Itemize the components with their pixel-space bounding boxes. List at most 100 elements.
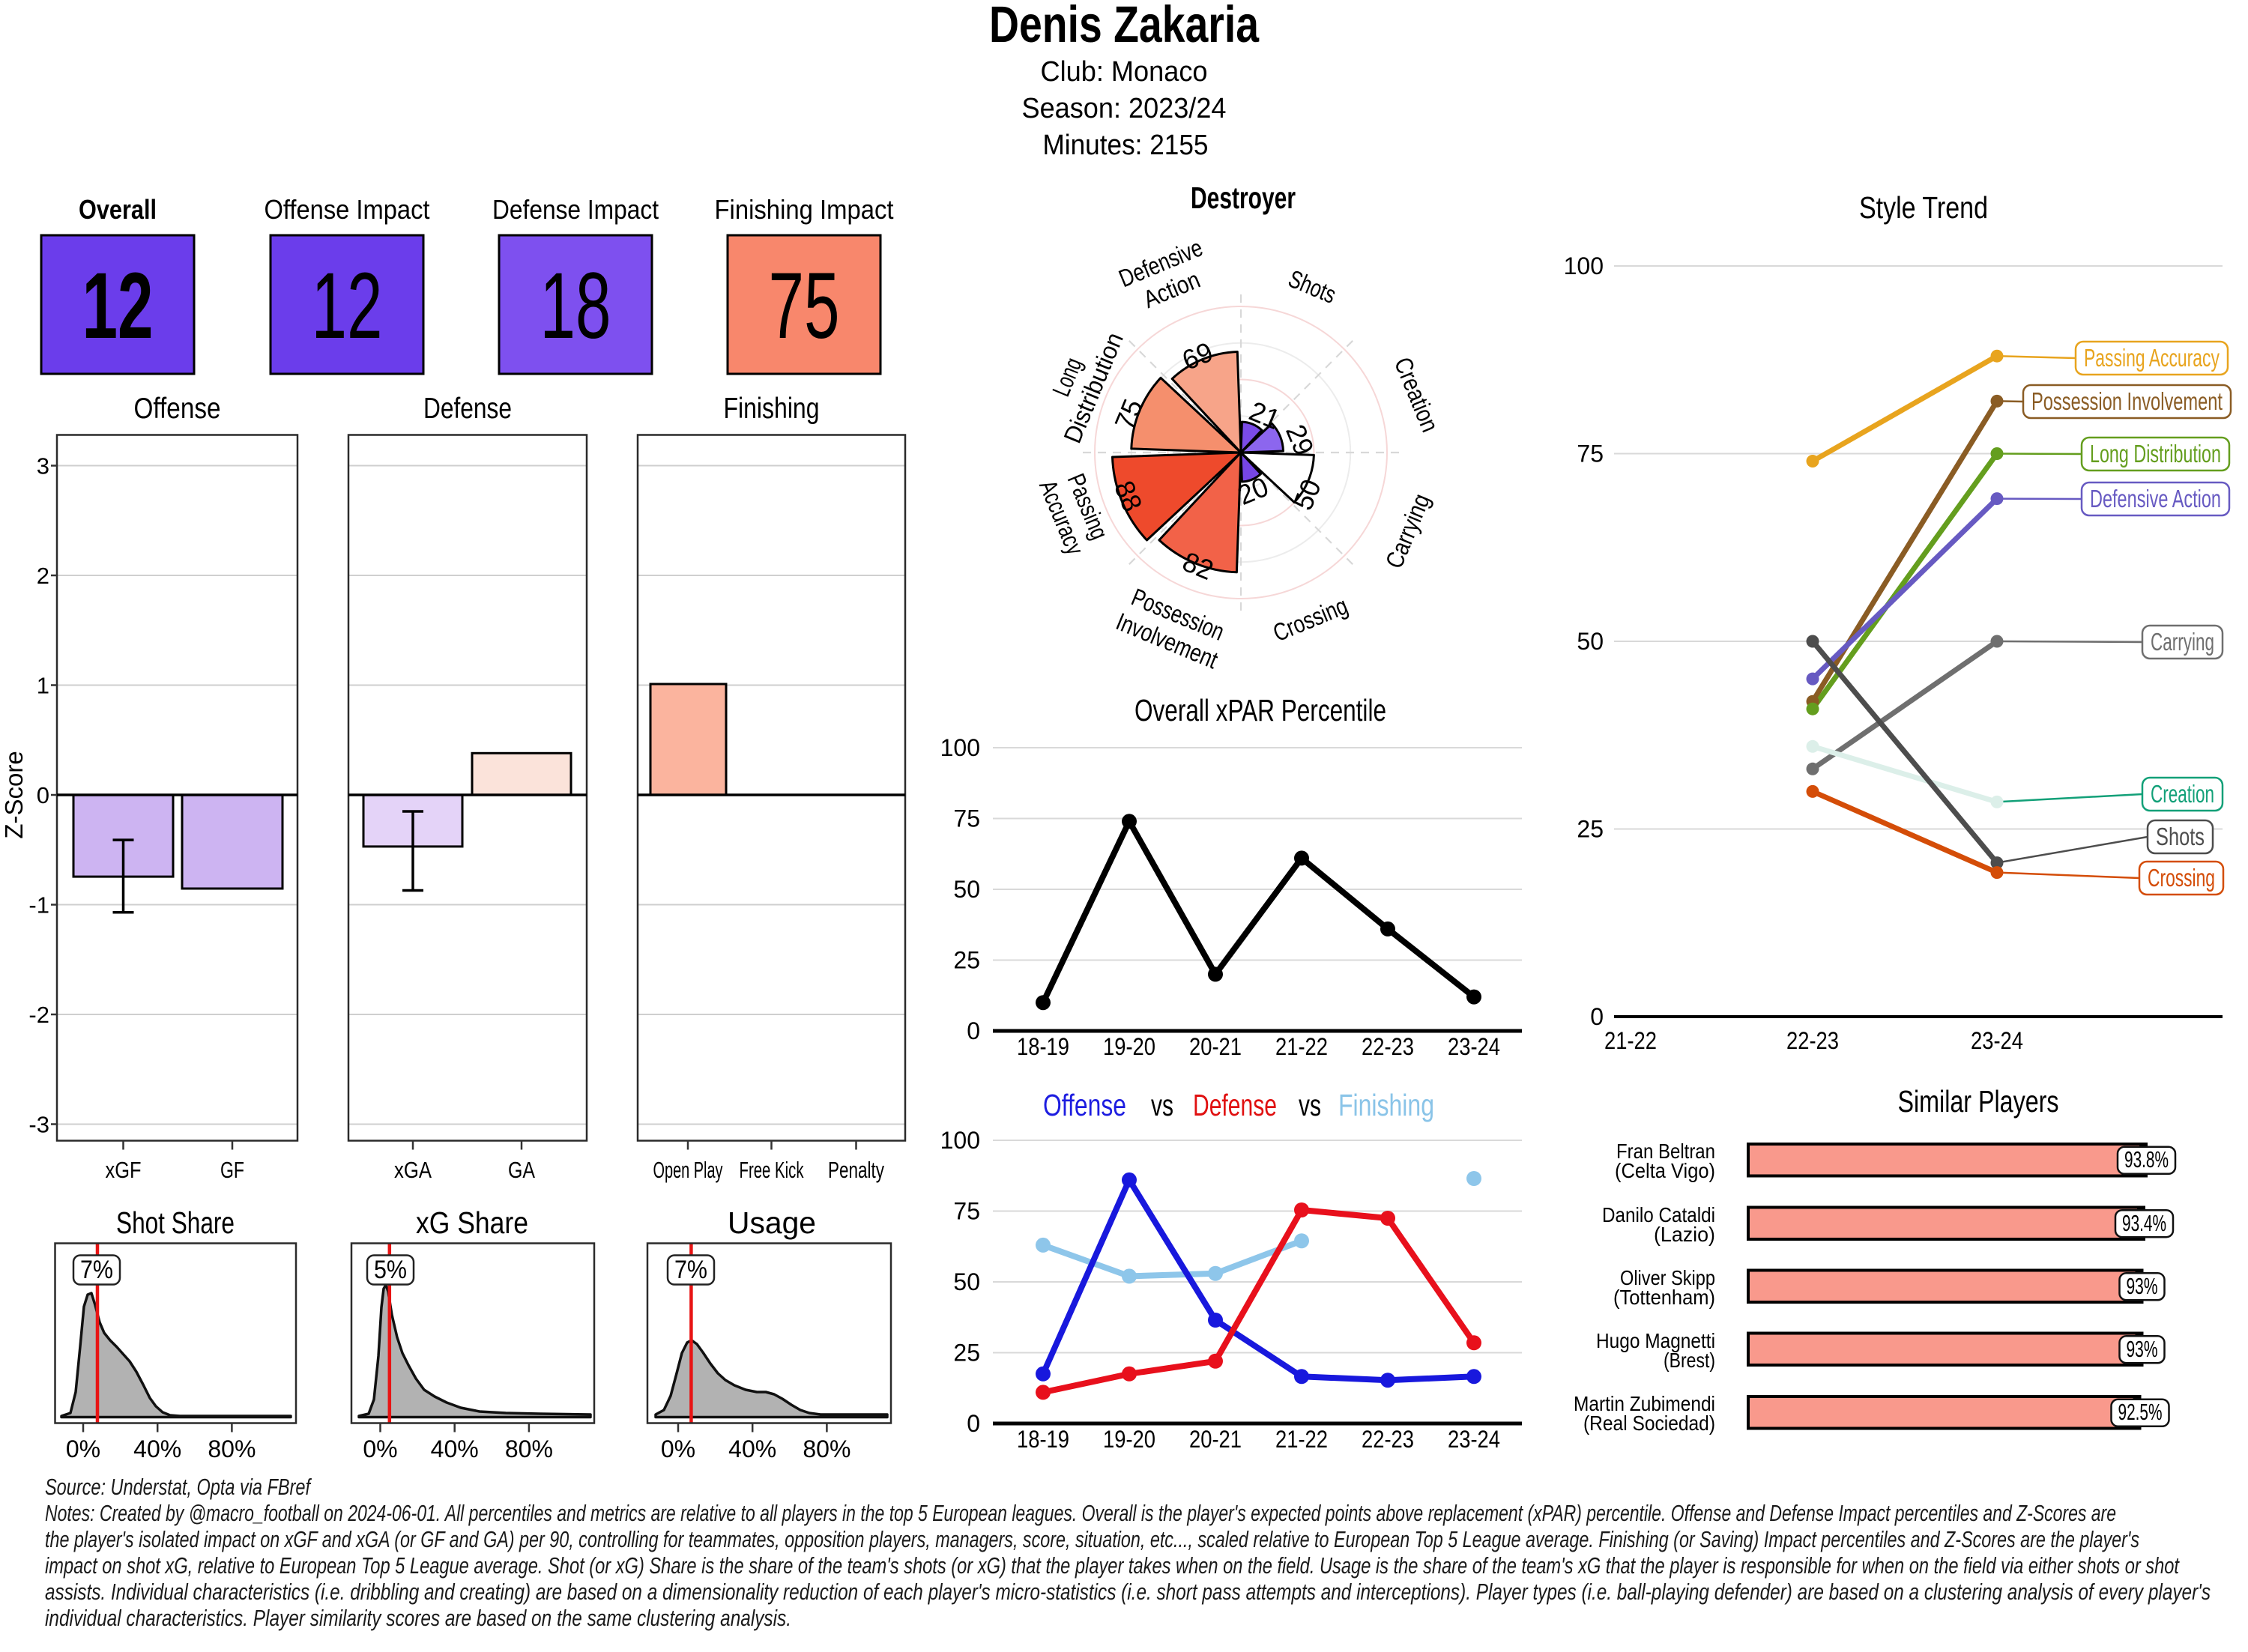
- svg-text:100: 100: [1564, 252, 1604, 279]
- svg-text:93%: 93%: [2127, 1336, 2158, 1362]
- svg-text:Shot Share: Shot Share: [116, 1205, 235, 1240]
- svg-text:Possession Involvement: Possession Involvement: [2031, 387, 2223, 415]
- svg-text:1: 1: [37, 673, 49, 699]
- svg-text:75: 75: [769, 254, 840, 358]
- svg-text:21-22: 21-22: [1275, 1033, 1328, 1060]
- svg-text:Denis Zakaria: Denis Zakaria: [989, 0, 1259, 53]
- svg-text:19-20: 19-20: [1103, 1033, 1155, 1060]
- svg-text:Season: 2023/24: Season: 2023/24: [1022, 93, 1227, 124]
- svg-text:vs: vs: [1151, 1088, 1173, 1122]
- svg-text:Finishing: Finishing: [724, 393, 820, 425]
- svg-text:Style Trend: Style Trend: [1859, 190, 1988, 225]
- svg-text:22-23: 22-23: [1362, 1033, 1414, 1060]
- svg-text:Defense: Defense: [1193, 1088, 1277, 1122]
- svg-text:Offense Impact: Offense Impact: [265, 194, 430, 225]
- svg-text:Offense: Offense: [1043, 1088, 1126, 1122]
- svg-text:Long Distribution: Long Distribution: [2090, 440, 2221, 468]
- svg-text:assists. Individual characteri: assists. Individual characteristics (i.e…: [45, 1579, 2211, 1605]
- svg-text:21-22: 21-22: [1604, 1027, 1657, 1054]
- svg-text:impact on shot xG, relative to: impact on shot xG, relative to European …: [45, 1552, 2180, 1579]
- svg-text:92.5%: 92.5%: [2118, 1399, 2163, 1425]
- svg-text:0%: 0%: [363, 1435, 397, 1462]
- svg-text:50: 50: [953, 1268, 980, 1295]
- svg-text:7%: 7%: [674, 1256, 707, 1284]
- svg-text:20-21: 20-21: [1189, 1426, 1242, 1453]
- svg-text:75: 75: [953, 805, 980, 832]
- svg-text:xG Share: xG Share: [416, 1205, 528, 1240]
- svg-text:Source: Understat, Opta via FB: Source: Understat, Opta via FBref: [45, 1474, 312, 1500]
- svg-text:Carrying: Carrying: [2151, 628, 2214, 656]
- svg-text:0: 0: [37, 782, 49, 808]
- svg-text:Defense: Defense: [423, 393, 512, 425]
- svg-text:Offense: Offense: [134, 393, 221, 425]
- svg-text:Defensive Action: Defensive Action: [2090, 485, 2221, 512]
- svg-text:50: 50: [953, 876, 980, 903]
- svg-text:25: 25: [953, 947, 980, 974]
- svg-text:(Celta Vigo): (Celta Vigo): [1615, 1159, 1715, 1182]
- svg-text:GA: GA: [508, 1157, 535, 1183]
- svg-text:18-19: 18-19: [1017, 1033, 1069, 1060]
- svg-text:Overall xPAR Percentile: Overall xPAR Percentile: [1134, 693, 1386, 727]
- svg-text:100: 100: [940, 1127, 980, 1154]
- svg-text:19-20: 19-20: [1103, 1426, 1155, 1453]
- svg-text:-1: -1: [28, 892, 49, 919]
- svg-text:Open Play: Open Play: [653, 1157, 723, 1183]
- svg-text:2: 2: [37, 563, 49, 589]
- svg-text:Penalty: Penalty: [828, 1157, 884, 1183]
- svg-text:(Tottenham): (Tottenham): [1613, 1286, 1715, 1309]
- svg-text:5%: 5%: [374, 1256, 407, 1284]
- svg-text:Minutes: 2155: Minutes: 2155: [1043, 130, 1209, 161]
- svg-text:40%: 40%: [728, 1435, 776, 1462]
- svg-text:18: 18: [540, 254, 611, 358]
- svg-text:12: 12: [82, 254, 154, 358]
- svg-text:0: 0: [967, 1017, 980, 1044]
- svg-text:0%: 0%: [66, 1435, 100, 1462]
- svg-text:-2: -2: [28, 1002, 49, 1028]
- svg-text:23-24: 23-24: [1448, 1426, 1500, 1453]
- svg-text:Free Kick: Free Kick: [740, 1157, 804, 1183]
- svg-text:25: 25: [953, 1340, 980, 1367]
- svg-text:75: 75: [1577, 441, 1604, 468]
- svg-text:-3: -3: [28, 1112, 49, 1138]
- svg-text:Finishing: Finishing: [1338, 1088, 1434, 1122]
- svg-text:Creation: Creation: [2151, 780, 2214, 808]
- svg-text:23-24: 23-24: [1971, 1027, 2023, 1054]
- svg-text:22-23: 22-23: [1362, 1426, 1414, 1453]
- svg-text:(Lazio): (Lazio): [1654, 1223, 1715, 1246]
- svg-text:0%: 0%: [661, 1435, 695, 1462]
- svg-text:7%: 7%: [80, 1256, 113, 1284]
- svg-text:21-22: 21-22: [1275, 1426, 1328, 1453]
- svg-text:12: 12: [312, 254, 383, 358]
- svg-text:93%: 93%: [2127, 1273, 2158, 1299]
- svg-text:Passing Accuracy: Passing Accuracy: [2084, 344, 2220, 372]
- svg-text:40%: 40%: [133, 1435, 181, 1462]
- svg-text:Notes: Created by @macro_footb: Notes: Created by @macro_football on 202…: [45, 1500, 2116, 1526]
- svg-text:Shots: Shots: [2156, 823, 2205, 850]
- svg-text:22-23: 22-23: [1786, 1027, 1839, 1054]
- svg-text:50: 50: [1577, 628, 1604, 655]
- svg-text:individual characteristics. Pl: individual characteristics. Player simil…: [45, 1605, 791, 1631]
- svg-text:80%: 80%: [803, 1435, 850, 1462]
- svg-text:(Brest): (Brest): [1664, 1349, 1715, 1372]
- svg-text:Destroyer: Destroyer: [1191, 181, 1296, 215]
- svg-text:vs: vs: [1299, 1088, 1321, 1122]
- svg-text:Club: Monaco: Club: Monaco: [1041, 56, 1208, 88]
- svg-text:Usage: Usage: [728, 1205, 816, 1240]
- svg-text:20-21: 20-21: [1189, 1033, 1242, 1060]
- svg-text:0: 0: [1590, 1003, 1604, 1030]
- svg-text:(Real Sociedad): (Real Sociedad): [1583, 1412, 1715, 1435]
- svg-text:Crossing: Crossing: [2148, 864, 2215, 892]
- svg-text:93.4%: 93.4%: [2122, 1210, 2166, 1236]
- svg-text:0: 0: [967, 1410, 980, 1437]
- svg-text:25: 25: [1577, 816, 1604, 843]
- svg-text:18-19: 18-19: [1017, 1426, 1069, 1453]
- svg-text:75: 75: [953, 1198, 980, 1225]
- svg-text:Defense Impact: Defense Impact: [492, 194, 659, 225]
- svg-text:80%: 80%: [505, 1435, 553, 1462]
- svg-text:Overall: Overall: [79, 194, 157, 225]
- svg-text:xGF: xGF: [106, 1157, 142, 1183]
- svg-text:Similar Players: Similar Players: [1898, 1084, 2059, 1119]
- svg-text:100: 100: [940, 734, 980, 761]
- svg-text:23-24: 23-24: [1448, 1033, 1500, 1060]
- svg-text:Z-Score: Z-Score: [0, 751, 28, 838]
